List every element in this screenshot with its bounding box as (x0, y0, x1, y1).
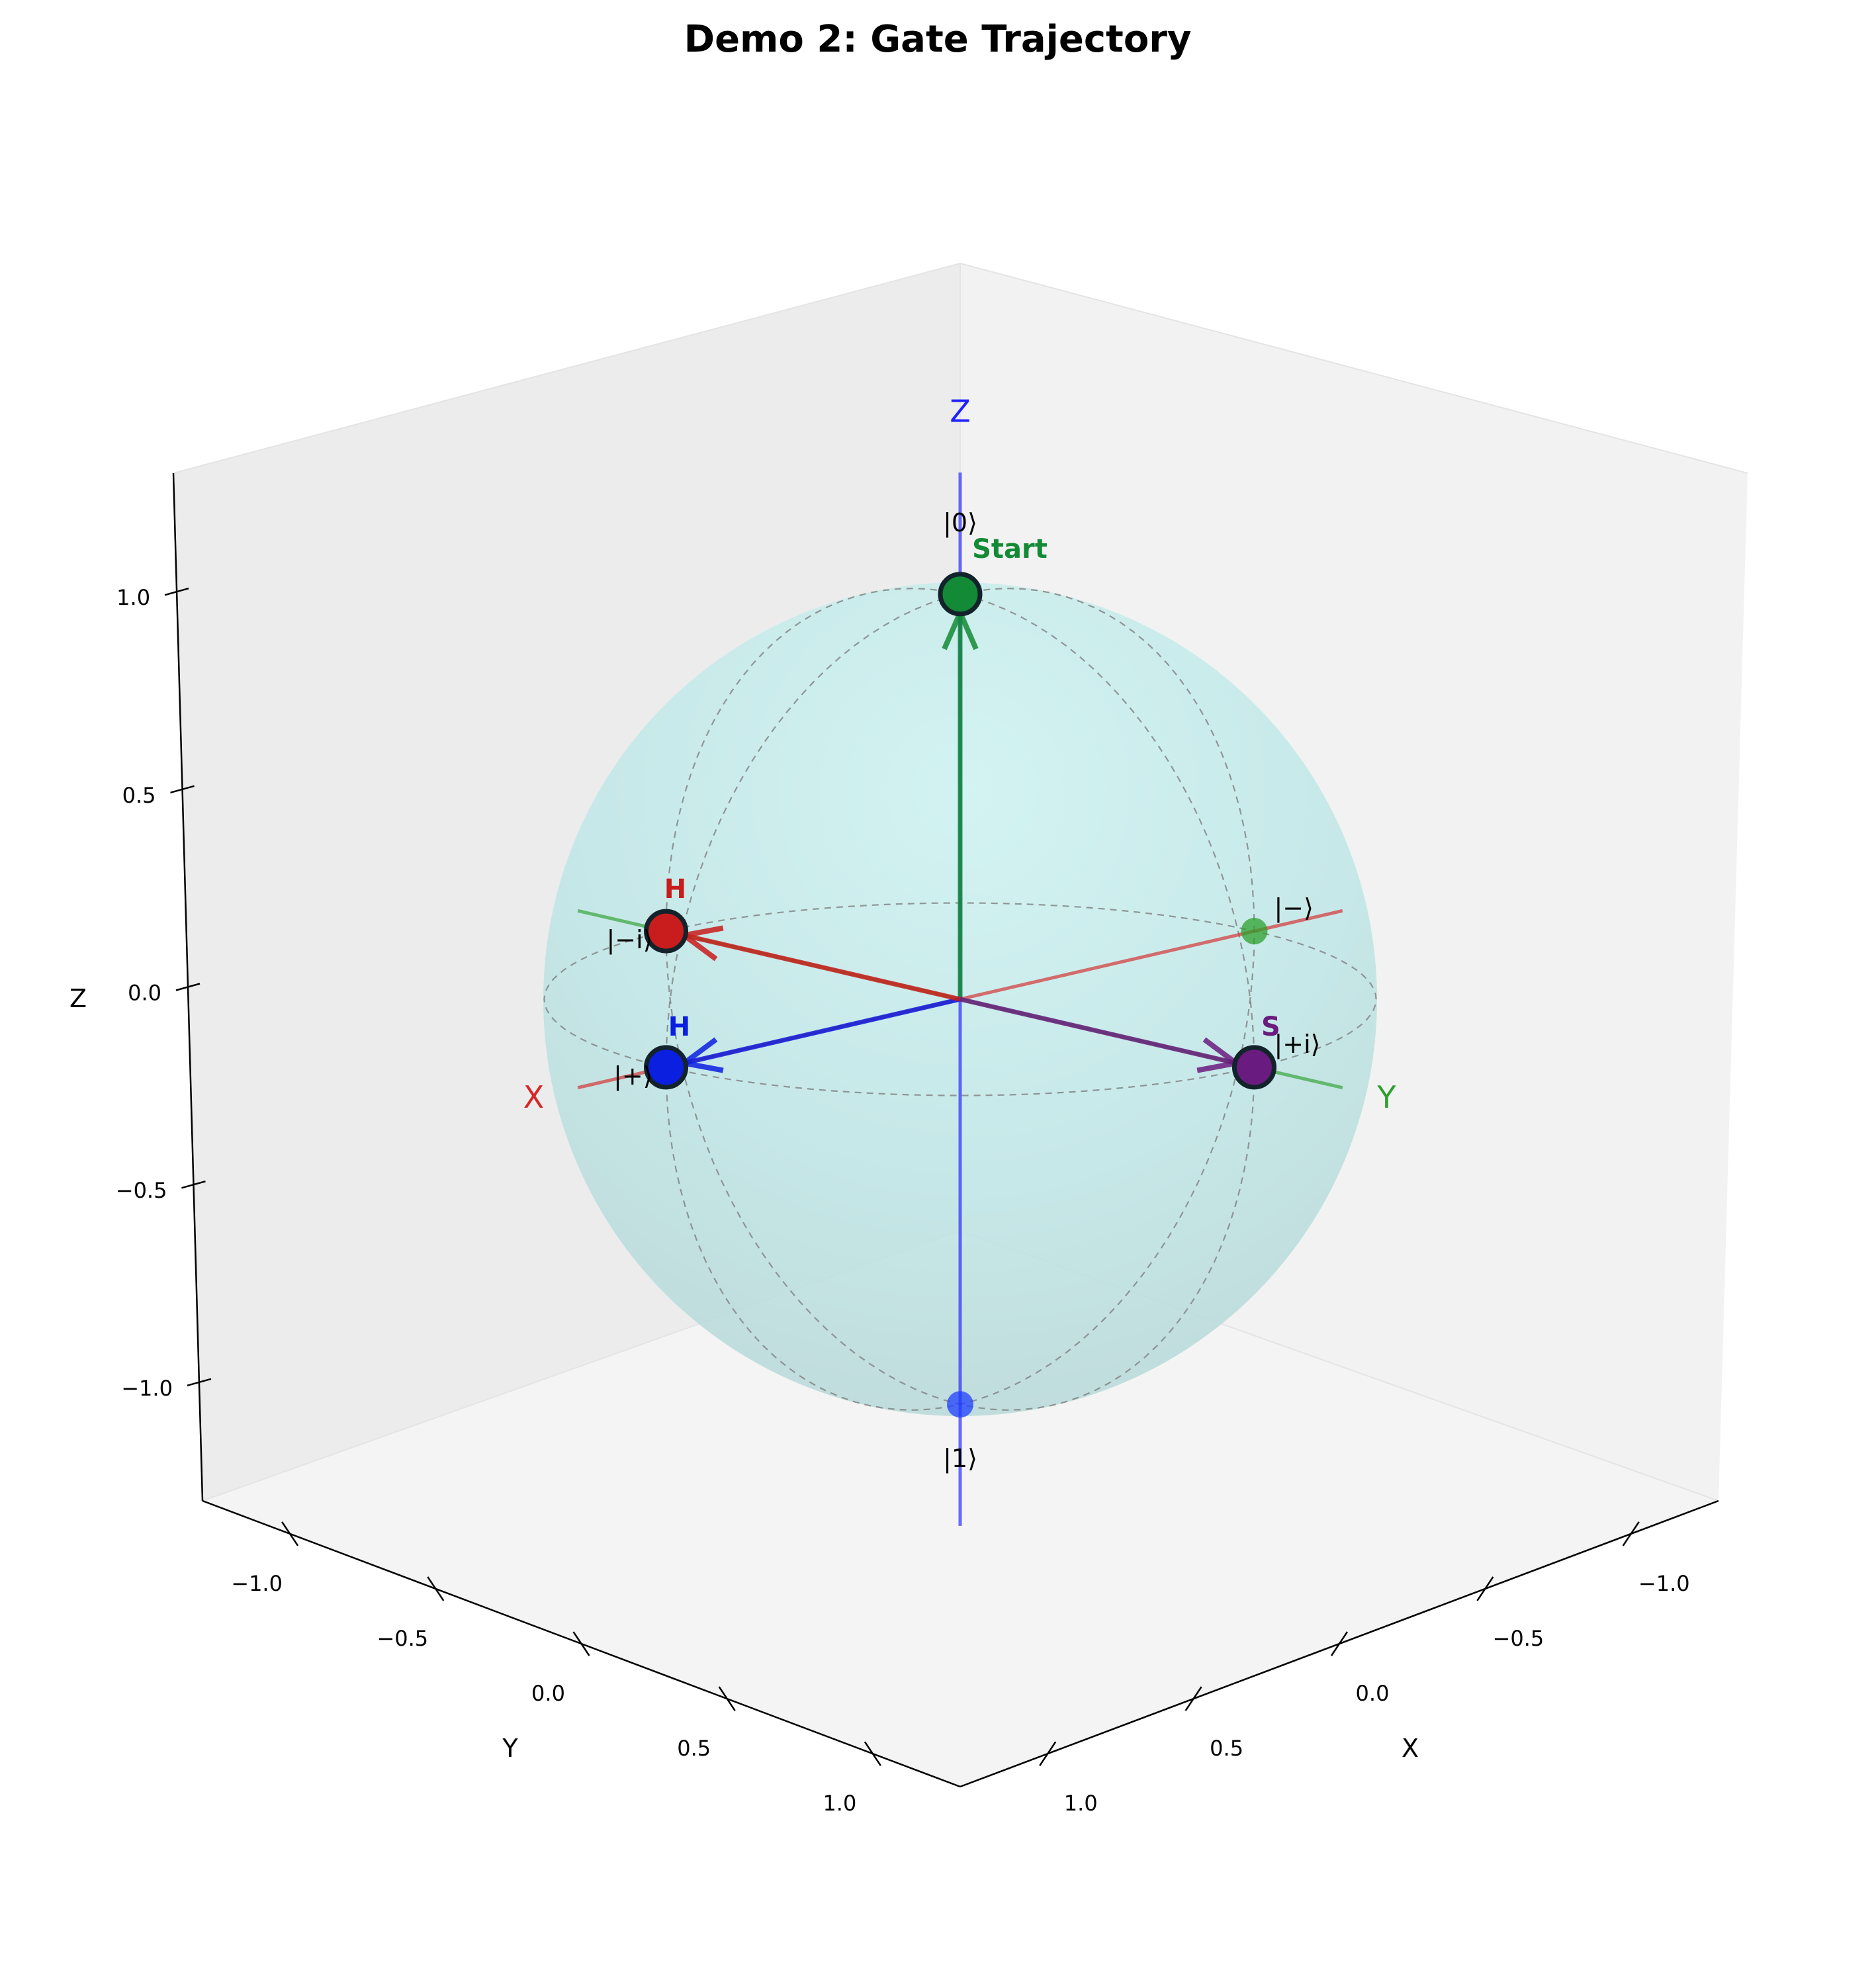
basis-state-label: |+i⟩ (1274, 1030, 1320, 1059)
z-tick-label: 0.0 (128, 981, 161, 1006)
z-tick-label: 1.0 (116, 585, 150, 610)
z-tick-label: −1.0 (121, 1376, 173, 1401)
trajectory-point (938, 572, 983, 617)
gate-label: S (1261, 1012, 1280, 1042)
x-tick (1184, 1686, 1202, 1711)
state-points (644, 572, 1276, 1418)
y-tick (864, 1741, 881, 1766)
y-tick (572, 1631, 590, 1656)
trajectory-point (644, 909, 689, 954)
bloch-axis-label-y: Y (1376, 1079, 1396, 1115)
z-tick-label: −0.5 (116, 1178, 167, 1203)
x-tick (1476, 1576, 1494, 1601)
chart-title: Demo 2: Gate Trajectory (684, 18, 1192, 61)
z-axis-label: Z (69, 984, 87, 1013)
x-tick-label: −1.0 (1638, 1571, 1690, 1596)
basis-state-label: |−⟩ (1274, 893, 1313, 923)
bloch-axis-label-x: X (523, 1079, 545, 1115)
gate-label: H (668, 1012, 690, 1042)
trajectory-vector (684, 997, 961, 1065)
basis-state-label: |−i⟩ (607, 925, 653, 955)
x-tick-label: −0.5 (1493, 1626, 1544, 1651)
basis-state-label: |1⟩ (943, 1444, 977, 1474)
trajectory-point (1231, 1045, 1276, 1090)
bloch-axis-label-z: Z (950, 393, 971, 429)
y-axis-label: Y (502, 1734, 518, 1763)
x-tick-label: 0.0 (1356, 1681, 1390, 1706)
x-tick-label: 1.0 (1064, 1791, 1098, 1816)
trajectory-point (644, 1045, 689, 1090)
x-tick (1622, 1521, 1640, 1546)
trajectory-vector (960, 997, 1237, 1065)
pane-edge (173, 263, 961, 474)
x-axis-label: X (1402, 1734, 1419, 1763)
y-tick (718, 1686, 736, 1711)
z-tick (175, 983, 201, 991)
x-tick-label: 0.5 (1210, 1736, 1243, 1761)
y-tick-label: 1.0 (823, 1791, 856, 1816)
z-tick (187, 1378, 212, 1387)
y-tick-label: −0.5 (377, 1626, 428, 1651)
gate-label: Start (972, 534, 1048, 564)
z-tick (164, 587, 189, 596)
z-tick (170, 785, 195, 794)
y-tick (427, 1576, 445, 1601)
tick-marks: −1.0 −0.5 0.0 0.5 1.0 −1.0 −0.5 0.0 0.5 1.0 −1.0 −0… (116, 585, 1690, 1816)
pane-edge (960, 263, 1748, 474)
basis-state-point (947, 1391, 973, 1418)
x-tick (1330, 1631, 1349, 1656)
state-labels: |0⟩ |1⟩ |+⟩ |−⟩ |+i⟩ |−i⟩ Start H S H (607, 508, 1321, 1474)
z-tick-label: 0.5 (122, 783, 156, 808)
y-tick-label: 0.0 (531, 1681, 565, 1706)
z-tick (181, 1180, 206, 1189)
gate-label: H (664, 874, 686, 905)
y-tick-label: −1.0 (231, 1571, 283, 1596)
x-tick (1039, 1741, 1057, 1766)
basis-state-label: |0⟩ (943, 508, 977, 538)
y-tick-label: 0.5 (677, 1736, 711, 1761)
basis-state-point (1241, 918, 1268, 945)
y-tick (281, 1521, 299, 1546)
trajectory-vector (684, 933, 961, 1002)
basis-state-label: |+⟩ (613, 1061, 652, 1091)
